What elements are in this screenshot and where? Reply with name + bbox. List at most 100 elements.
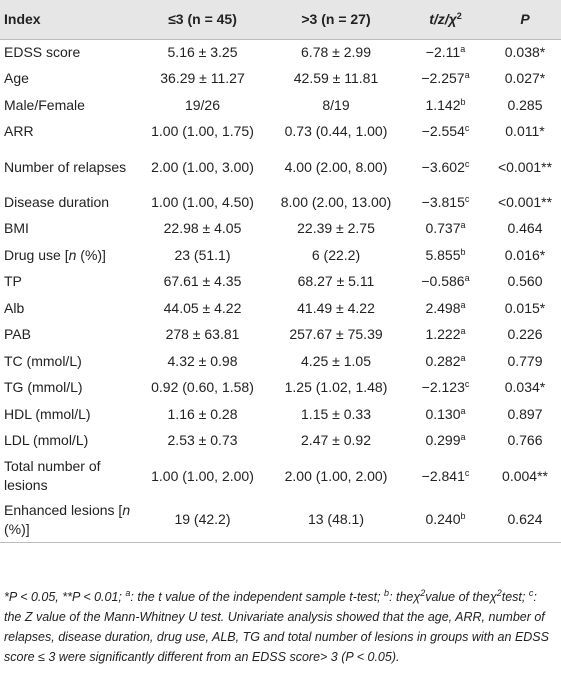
table-row: HDL (mmol/L) 1.16 ± 0.28 1.15 ± 0.33 0.1… (0, 401, 561, 428)
table-row: ARR 1.00 (1.00, 1.75) 0.73 (0.44, 1.00) … (0, 119, 561, 146)
cell-p-value: 0.034* (504, 379, 546, 396)
cell-statistic: 0.240b (402, 498, 489, 543)
cell-statistic: −2.554c (421, 123, 470, 140)
cell-p-value: 0.004** (502, 467, 548, 484)
cell-group1: 67.61 ± 4.35 (163, 273, 242, 290)
table-row: Alb 44.05 ± 4.22 41.49 ± 4.22 2.498a 0.0… (0, 295, 561, 322)
row-label: Total number of lesions (4, 458, 101, 493)
cell-statistic: −3.815c (421, 193, 470, 210)
cell-group1: 0.92 (0.60, 1.58) (151, 379, 254, 396)
table-row: TC (mmol/L) 4.32 ± 0.98 4.25 ± 1.05 0.28… (0, 348, 561, 375)
cell-group2: 41.49 ± 4.22 (297, 299, 375, 316)
cell-statistic: 1.142b (425, 96, 466, 113)
cell-group2: 68.27 ± 5.11 (297, 273, 375, 290)
table-row: Total number of lesions 1.00 (1.00, 2.00… (0, 454, 561, 498)
table-row: LDL (mmol/L) 2.53 ± 0.73 2.47 ± 0.92 0.2… (0, 428, 561, 455)
cell-group2: 1.15 ± 0.33 (301, 405, 371, 422)
row-label: EDSS score (4, 44, 81, 60)
cell-group2: 13 (48.1) (270, 498, 402, 543)
row-label: TP (4, 273, 22, 290)
cell-group2: 257.67 ± 75.39 (289, 326, 383, 343)
header-statistic: t/z/χ2 (402, 0, 489, 40)
cell-group1: 23 (51.1) (174, 246, 231, 263)
cell-p-value: 0.624 (489, 498, 561, 543)
header-group-le3: ≤3 (n = 45) (135, 0, 270, 40)
cell-group2: 2.00 (1.00, 2.00) (284, 467, 388, 484)
table-row: Enhanced lesions [n (%)] 19 (42.2) 13 (4… (0, 498, 561, 543)
cell-statistic: −2.11a (425, 44, 466, 60)
row-label: TG (mmol/L) (4, 379, 83, 396)
table-row: TP 67.61 ± 4.35 68.27 ± 5.11 −0.586a 0.5… (0, 269, 561, 296)
table-row: Disease duration 1.00 (1.00, 4.50) 8.00 … (0, 189, 561, 216)
cell-group2: 22.39 ± 2.75 (297, 220, 375, 237)
cell-p-value: 0.016* (504, 246, 546, 263)
cell-statistic: −2.123c (421, 379, 470, 396)
cell-group1: 19 (42.2) (135, 498, 270, 543)
row-label: Disease duration (4, 193, 110, 210)
cell-p-value: 0.779 (507, 352, 543, 369)
cell-group2: 6.78 ± 2.99 (301, 44, 371, 60)
cell-p-value: 0.285 (507, 96, 543, 113)
row-label: Alb (4, 299, 25, 316)
table-row: Male/Female 19/26 8/19 1.142b 0.285 (0, 92, 561, 119)
header-p-value: P (489, 0, 561, 40)
cell-statistic: 2.498a (425, 299, 466, 316)
cell-p-value: 0.766 (507, 432, 543, 449)
cell-group1: 44.05 ± 4.22 (163, 299, 242, 316)
cell-group2: 4.00 (2.00, 8.00) (284, 158, 388, 175)
cell-statistic: 0.299a (425, 432, 466, 449)
row-label: Drug use [n (%)] (4, 246, 106, 263)
cell-group1: 4.32 ± 0.98 (167, 352, 238, 369)
cell-statistic: 0.130a (425, 405, 466, 422)
header-index: Index (0, 0, 135, 40)
table-header-row: Index ≤3 (n = 45) >3 (n = 27) t/z/χ2 P (0, 0, 561, 40)
cell-group1: 2.53 ± 0.73 (167, 432, 238, 449)
cell-statistic: 1.222a (425, 326, 466, 343)
cell-p-value: 0.015* (504, 299, 546, 316)
cell-p-value: 0.560 (507, 273, 543, 290)
row-label: Number of relapses (4, 158, 127, 175)
row-label: ARR (4, 123, 34, 140)
cell-group1: 1.00 (1.00, 2.00) (151, 467, 254, 484)
cell-p-value: <0.001** (497, 158, 553, 175)
cell-group1: 5.16 ± 3.25 (167, 44, 238, 60)
table-row: Number of relapses 2.00 (1.00, 3.00) 4.0… (0, 145, 561, 189)
cell-group2: 4.25 ± 1.05 (301, 352, 371, 369)
cell-p-value: 0.027* (504, 70, 546, 87)
cell-p-value: 0.897 (507, 405, 543, 422)
cell-p-value: <0.001** (497, 193, 553, 210)
cell-statistic: 0.282a (425, 352, 466, 369)
cell-group2: 1.25 (1.02, 1.48) (284, 379, 388, 396)
table-footnote: *P < 0.05, **P < 0.01; a: the t value of… (4, 588, 549, 665)
table-row: TG (mmol/L) 0.92 (0.60, 1.58) 1.25 (1.02… (0, 375, 561, 402)
row-label: LDL (mmol/L) (4, 432, 89, 449)
cell-statistic: −2.841c (421, 467, 470, 484)
cell-p-value: 0.226 (507, 326, 543, 343)
cell-group1: 19/26 (184, 96, 221, 113)
cell-group2: 6 (22.2) (311, 246, 361, 263)
cell-p-value: 0.038* (504, 44, 546, 60)
cell-group1: 1.00 (1.00, 1.75) (151, 123, 254, 140)
row-label: PAB (4, 326, 31, 343)
table-row: Drug use [n (%)] 23 (51.1) 6 (22.2) 5.85… (0, 242, 561, 269)
cell-statistic: 5.855b (425, 246, 466, 263)
cell-statistic: −3.602c (421, 158, 470, 175)
cell-group1: 278 ± 63.81 (165, 326, 240, 343)
cell-p-value: 0.011* (505, 123, 545, 140)
cell-group2: 0.73 (0.44, 1.00) (284, 123, 388, 140)
cell-statistic: −0.586a (421, 273, 470, 290)
cell-group1: 36.29 ± 11.27 (160, 70, 245, 87)
cell-p-value: 0.464 (507, 220, 543, 237)
row-label: Age (4, 70, 29, 87)
cell-statistic: 0.737a (425, 220, 466, 237)
cell-group2: 8/19 (322, 96, 350, 113)
cell-group2: 2.47 ± 0.92 (301, 432, 371, 449)
row-label: HDL (mmol/L) (4, 405, 91, 422)
cell-group1: 22.98 ± 4.05 (163, 220, 242, 237)
table-row: EDSS score 5.16 ± 3.25 6.78 ± 2.99 −2.11… (0, 39, 561, 66)
row-label: BMI (4, 220, 29, 237)
table-row: Age 36.29 ± 11.27 42.59 ± 11.81 −2.257a … (0, 66, 561, 93)
cell-statistic: −2.257a (421, 70, 470, 87)
cell-group1: 1.00 (1.00, 4.50) (151, 193, 254, 210)
